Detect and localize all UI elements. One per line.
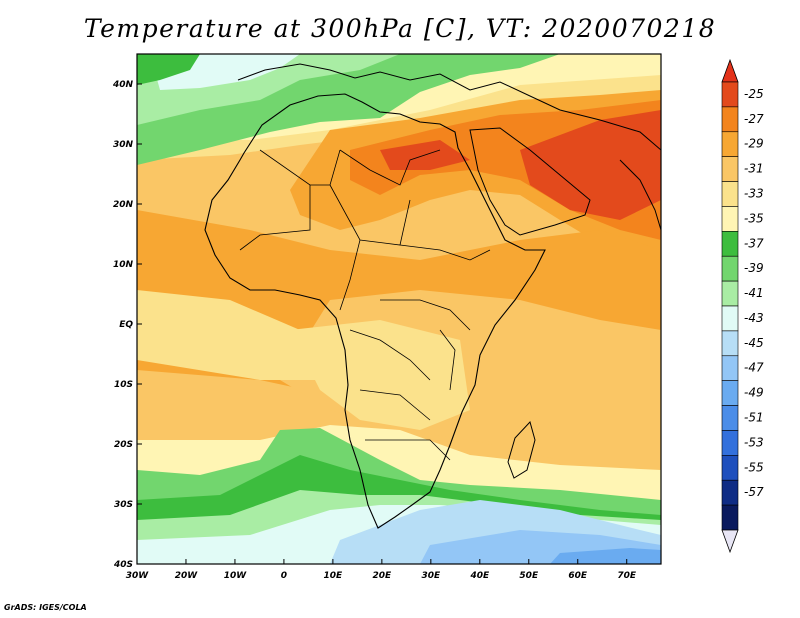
lat-label: 30S bbox=[114, 500, 133, 510]
colorbar-label: -33 bbox=[744, 187, 764, 201]
colorbar-label: -57 bbox=[744, 485, 764, 499]
band-33-congo bbox=[290, 320, 470, 430]
temperature-field bbox=[137, 54, 661, 564]
colorbar-label: -53 bbox=[744, 435, 764, 449]
country-borders bbox=[239, 149, 491, 461]
map-title: Temperature at 300hPa [C], VT: 202007021… bbox=[83, 14, 717, 43]
lon-label: 0 bbox=[281, 571, 287, 581]
arabia-outline bbox=[469, 127, 591, 236]
lon-label: 20W bbox=[175, 571, 199, 581]
lat-label: 20S bbox=[114, 440, 133, 450]
colorbar-label: -41 bbox=[744, 286, 764, 300]
colorbar-label: -55 bbox=[744, 460, 764, 474]
colorbar-swatch bbox=[721, 280, 739, 307]
lon-label: 20E bbox=[373, 571, 393, 581]
colorbar-swatch bbox=[721, 81, 739, 108]
lon-label: 30W bbox=[126, 571, 150, 581]
longitude-labels: 30W 20W 10W 0 10E 20E 30E 40E 50E 60E 70E bbox=[126, 559, 637, 581]
colorbar-swatch bbox=[721, 330, 739, 357]
lat-label: 40S bbox=[113, 560, 133, 570]
colorbar-label: -39 bbox=[744, 261, 764, 275]
europe-coastline bbox=[237, 63, 661, 151]
colorbar-label: -29 bbox=[744, 137, 764, 151]
colorbar-swatch bbox=[721, 430, 739, 456]
lon-label: 70E bbox=[617, 571, 637, 581]
colorbar-swatch bbox=[721, 255, 739, 282]
colorbar-swatch bbox=[721, 479, 739, 506]
lon-label: 40E bbox=[469, 571, 490, 581]
lat-label: EQ bbox=[119, 320, 133, 330]
colorbar-label: -25 bbox=[744, 87, 764, 101]
colorbar-swatch bbox=[721, 504, 739, 531]
colorbar-label: -49 bbox=[744, 386, 764, 400]
lat-label: 10S bbox=[114, 380, 133, 390]
lon-label: 10W bbox=[224, 571, 248, 581]
madagascar-outline bbox=[507, 421, 536, 479]
colorbar: -25 -27 -29 -31 -33 -35 -37 -39 -41 -43 -45 -47 -49 -… bbox=[721, 58, 764, 554]
colorbar-swatch bbox=[721, 355, 739, 381]
colorbar-swatch bbox=[721, 206, 739, 232]
credit-text: GrADS: IGES/COLA bbox=[4, 603, 87, 612]
colorbar-swatch bbox=[721, 231, 739, 257]
india-coastline bbox=[619, 159, 661, 231]
lat-label: 20N bbox=[113, 200, 134, 210]
colorbar-label: -37 bbox=[744, 236, 764, 250]
lon-label: 10E bbox=[324, 571, 344, 581]
lon-label: 30E bbox=[421, 571, 441, 581]
map-frame bbox=[136, 53, 662, 565]
colorbar-swatch bbox=[721, 181, 739, 207]
colorbar-swatch bbox=[721, 106, 739, 133]
lon-label: 60E bbox=[568, 571, 588, 581]
colorbar-swatch bbox=[721, 380, 739, 406]
colorbar-label: -35 bbox=[744, 211, 764, 225]
colorbar-swatch bbox=[721, 305, 739, 332]
colorbar-swatch bbox=[721, 455, 739, 481]
lat-label: 30N bbox=[113, 140, 134, 150]
latitude-labels: 40N 30N 20N 10N EQ 10S 20S 30S 40S bbox=[112, 80, 142, 570]
lon-label: 50E bbox=[519, 571, 539, 581]
colorbar-label: -47 bbox=[744, 361, 764, 375]
colorbar-label: -31 bbox=[744, 162, 764, 176]
colorbar-swatch bbox=[721, 156, 739, 182]
colorbar-label: -27 bbox=[744, 112, 764, 126]
colorbar-swatch bbox=[721, 405, 739, 431]
colorbar-swatch bbox=[721, 131, 739, 157]
lat-label: 40N bbox=[112, 80, 134, 90]
colorbar-min-triangle bbox=[721, 529, 739, 554]
colorbar-label: -45 bbox=[744, 336, 764, 350]
colorbar-max-triangle bbox=[721, 58, 739, 83]
colorbar-label: -43 bbox=[744, 311, 764, 325]
colorbar-label: -51 bbox=[744, 411, 764, 425]
lat-label: 10N bbox=[113, 260, 134, 270]
band-37-north bbox=[137, 54, 200, 85]
band-25-arabia bbox=[520, 110, 661, 220]
band-33-west bbox=[137, 290, 330, 380]
africa-coastline bbox=[204, 93, 546, 529]
